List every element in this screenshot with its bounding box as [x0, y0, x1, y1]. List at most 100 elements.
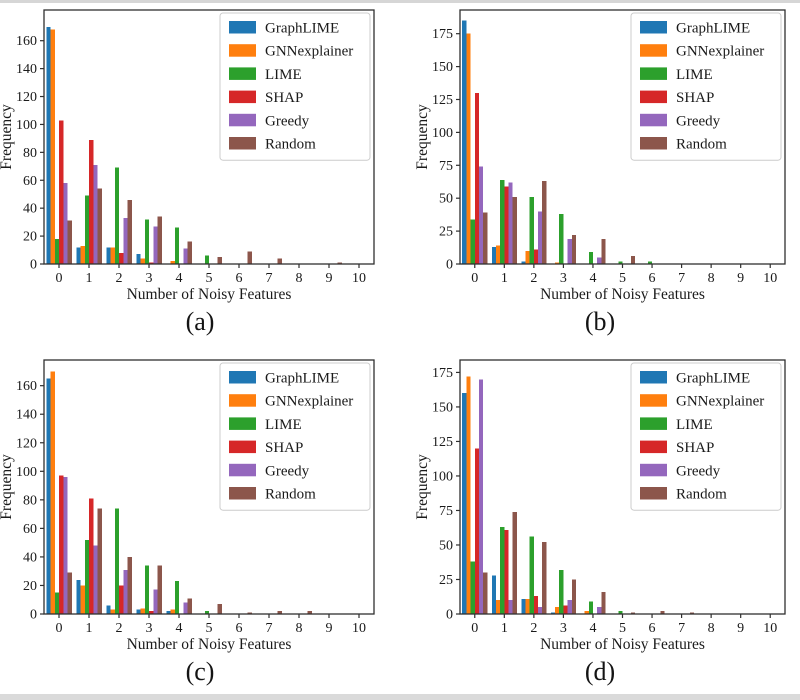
- svg-text:3: 3: [146, 271, 153, 286]
- svg-text:Number of Noisy Features: Number of Noisy Features: [127, 286, 292, 303]
- svg-text:6: 6: [236, 271, 243, 286]
- svg-text:2: 2: [116, 621, 123, 636]
- svg-text:0: 0: [30, 258, 37, 273]
- svg-text:175: 175: [432, 27, 453, 42]
- svg-text:20: 20: [23, 579, 37, 594]
- svg-text:LIME: LIME: [265, 67, 302, 83]
- svg-text:6: 6: [236, 621, 243, 636]
- svg-text:LIME: LIME: [676, 67, 713, 83]
- svg-text:SHAP: SHAP: [676, 90, 714, 106]
- svg-text:Greedy: Greedy: [265, 463, 310, 479]
- svg-text:2: 2: [530, 621, 537, 636]
- svg-text:3: 3: [560, 271, 567, 286]
- subplot-a: 0 20 40 60 80 100 120 140 160 0 1 2 3 4 5 6 7 8 9 10 Number …: [0, 0, 400, 350]
- svg-text:7: 7: [678, 271, 685, 286]
- svg-text:8: 8: [296, 271, 303, 286]
- svg-text:60: 60: [23, 522, 37, 537]
- svg-text:6: 6: [649, 271, 656, 286]
- svg-text:150: 150: [432, 60, 453, 75]
- svg-text:9: 9: [326, 621, 333, 636]
- svg-text:6: 6: [649, 621, 656, 636]
- caption-b: (b): [584, 307, 616, 336]
- svg-text:100: 100: [432, 126, 453, 141]
- svg-text:8: 8: [708, 271, 715, 286]
- svg-text:Random: Random: [676, 487, 727, 503]
- svg-text:125: 125: [432, 435, 453, 450]
- svg-text:10: 10: [763, 621, 777, 636]
- chart-canvas-a: 0 20 40 60 80 100 120 140 160 0 1 2 3 4 5 6 7 8 9 10 Number …: [0, 9, 375, 303]
- svg-text:GNNexplainer: GNNexplainer: [676, 394, 764, 410]
- window-edge-bottom: [0, 694, 800, 700]
- svg-text:SHAP: SHAP: [265, 90, 303, 106]
- svg-text:0: 0: [30, 608, 37, 623]
- svg-text:Frequency: Frequency: [414, 104, 431, 170]
- svg-text:40: 40: [23, 550, 37, 565]
- svg-text:GNNexplainer: GNNexplainer: [265, 394, 353, 410]
- svg-text:10: 10: [763, 271, 777, 286]
- svg-text:GraphLIME: GraphLIME: [265, 371, 339, 387]
- chart-canvas-b: 0 25 50 75 100 125 150 175 0 1 2 3 4 5 6 7 8 9 10 Number of…: [414, 9, 786, 303]
- svg-text:25: 25: [439, 573, 453, 588]
- svg-text:2: 2: [530, 271, 537, 286]
- svg-text:10: 10: [352, 271, 366, 286]
- svg-text:0: 0: [471, 621, 478, 636]
- svg-text:7: 7: [678, 621, 685, 636]
- svg-text:Number of Noisy Features: Number of Noisy Features: [127, 636, 292, 653]
- chart-canvas-d: 0 25 50 75 100 125 150 175 0 1 2 3 4 5 6 7 8 9 10 Number of…: [414, 359, 786, 653]
- svg-text:75: 75: [439, 159, 453, 174]
- svg-text:100: 100: [16, 465, 37, 480]
- svg-text:40: 40: [23, 202, 37, 217]
- svg-text:5: 5: [206, 271, 213, 286]
- svg-text:3: 3: [146, 621, 153, 636]
- svg-text:Greedy: Greedy: [265, 113, 310, 129]
- svg-text:1: 1: [86, 621, 93, 636]
- svg-text:1: 1: [501, 621, 508, 636]
- svg-text:0: 0: [56, 271, 63, 286]
- svg-text:7: 7: [266, 621, 273, 636]
- svg-text:100: 100: [432, 469, 453, 484]
- svg-text:4: 4: [176, 271, 183, 286]
- svg-text:50: 50: [439, 192, 453, 207]
- subplot-d: 0 25 50 75 100 125 150 175 0 1 2 3 4 5 6 7 8 9 10 Number of…: [400, 350, 800, 700]
- svg-text:1: 1: [86, 271, 93, 286]
- svg-text:20: 20: [23, 230, 37, 245]
- caption-a: (a): [185, 307, 215, 336]
- svg-text:25: 25: [439, 225, 453, 240]
- svg-text:50: 50: [439, 538, 453, 553]
- svg-text:GNNexplainer: GNNexplainer: [265, 44, 353, 60]
- svg-text:0: 0: [446, 258, 453, 273]
- window-edge-top: [0, 0, 800, 3]
- svg-text:4: 4: [176, 621, 183, 636]
- svg-text:160: 160: [16, 34, 37, 49]
- svg-text:9: 9: [737, 621, 744, 636]
- svg-text:SHAP: SHAP: [265, 440, 303, 456]
- svg-text:Random: Random: [676, 137, 727, 153]
- caption-d: (d): [584, 657, 616, 686]
- svg-text:175: 175: [432, 366, 453, 381]
- svg-text:60: 60: [23, 174, 37, 189]
- subplot-b: 0 25 50 75 100 125 150 175 0 1 2 3 4 5 6 7 8 9 10 Number of…: [400, 0, 800, 350]
- svg-text:8: 8: [708, 621, 715, 636]
- svg-text:9: 9: [326, 271, 333, 286]
- svg-text:0: 0: [446, 608, 453, 623]
- svg-text:125: 125: [432, 93, 453, 108]
- svg-text:140: 140: [16, 408, 37, 423]
- svg-text:120: 120: [16, 90, 37, 105]
- svg-text:LIME: LIME: [265, 417, 302, 433]
- chart-canvas-c: 0 20 40 60 80 100 120 140 160 0 1 2 3 4 5 6 7 8 9 10 Number …: [0, 359, 375, 653]
- svg-text:2: 2: [116, 271, 123, 286]
- svg-text:80: 80: [23, 493, 37, 508]
- svg-text:150: 150: [432, 400, 453, 415]
- svg-text:5: 5: [206, 621, 213, 636]
- svg-text:Number of Noisy Features: Number of Noisy Features: [540, 636, 705, 653]
- subplot-c: 0 20 40 60 80 100 120 140 160 0 1 2 3 4 5 6 7 8 9 10 Number …: [0, 350, 400, 700]
- svg-text:GraphLIME: GraphLIME: [676, 371, 750, 387]
- svg-text:140: 140: [16, 62, 37, 77]
- svg-text:LIME: LIME: [676, 417, 713, 433]
- svg-text:Frequency: Frequency: [0, 104, 15, 170]
- svg-text:Frequency: Frequency: [414, 454, 431, 520]
- svg-text:1: 1: [501, 271, 508, 286]
- svg-text:75: 75: [439, 504, 453, 519]
- svg-text:7: 7: [266, 271, 273, 286]
